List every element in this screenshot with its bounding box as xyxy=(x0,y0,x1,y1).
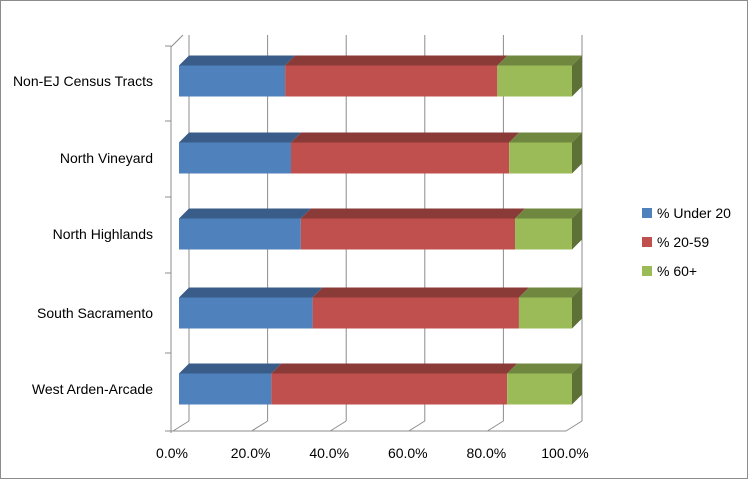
legend-label: % 60+ xyxy=(657,263,697,279)
bar-segment xyxy=(509,132,582,174)
bar-front-face xyxy=(179,218,301,250)
bar-top-face xyxy=(179,132,302,143)
bar-top-face xyxy=(291,132,520,143)
gridline-floor xyxy=(172,420,190,432)
bar-segment xyxy=(271,363,518,405)
bar-end-face xyxy=(572,55,582,97)
legend-swatch xyxy=(642,237,652,247)
bars xyxy=(179,55,582,405)
bar-segment xyxy=(179,55,296,97)
legend-label: % 20-59 xyxy=(657,234,709,250)
bar-segment xyxy=(179,208,311,250)
bar-end-face xyxy=(572,363,582,405)
gridline-floor xyxy=(487,420,504,432)
bar-segment xyxy=(312,287,529,329)
bar-segment xyxy=(179,363,282,405)
bar-front-face xyxy=(285,65,498,97)
legend-item: % Under 20 xyxy=(642,205,731,221)
bar-top-face xyxy=(271,363,518,374)
bar-top-face xyxy=(179,363,282,374)
legend-swatch xyxy=(642,208,652,218)
legend-swatch xyxy=(642,266,652,276)
bar-segment xyxy=(497,55,582,97)
bar-end-face xyxy=(572,132,582,174)
gridline-floor xyxy=(408,420,426,432)
bar-front-face xyxy=(300,218,516,250)
bar-front-face xyxy=(179,297,313,329)
bar-segment xyxy=(515,208,582,250)
bar-front-face xyxy=(179,373,272,405)
gridline-floor xyxy=(565,420,583,432)
x-tick-label: 80.0% xyxy=(467,445,507,461)
x-tick-label: 100.0% xyxy=(541,445,588,461)
bar-end-face xyxy=(572,287,582,329)
bar-segment xyxy=(518,287,582,329)
category-label: North Vineyard xyxy=(60,150,153,166)
bar-front-face xyxy=(518,297,572,329)
bar-front-face xyxy=(497,65,572,97)
bar-front-face xyxy=(179,142,292,174)
x-tick-label: 40.0% xyxy=(309,445,349,461)
legend-item: % 60+ xyxy=(642,263,697,279)
bar-top-face xyxy=(300,208,526,219)
bar-top-face xyxy=(509,132,582,143)
legend: % Under 20 % 20-59 % 60+ xyxy=(642,205,731,279)
x-tick-labels: 0.0% 20.0% 40.0% 60.0% 80.0% 100.0% xyxy=(156,445,589,461)
gridline-floor xyxy=(251,420,268,432)
category-labels: Non-EJ Census Tracts North Vineyard North … xyxy=(13,73,153,397)
bar-end-face xyxy=(572,208,582,250)
side-wall-edge xyxy=(170,34,184,433)
bar-front-face xyxy=(509,142,572,174)
category-label: South Sacramento xyxy=(37,305,153,321)
x-tick-label: 0.0% xyxy=(156,445,188,461)
x-tick-label: 60.0% xyxy=(388,445,428,461)
bar-top-face xyxy=(515,208,582,219)
bar-front-face xyxy=(507,373,572,405)
bar-front-face xyxy=(179,65,286,97)
bar-segment xyxy=(179,287,323,329)
bar-front-face xyxy=(291,142,510,174)
bar-segment xyxy=(507,363,582,405)
category-label: North Highlands xyxy=(53,226,153,242)
bar-top-face xyxy=(285,55,508,66)
bar-front-face xyxy=(271,373,508,405)
bar-segment xyxy=(285,55,508,97)
category-label: West Arden-Arcade xyxy=(32,381,153,397)
bar-front-face xyxy=(312,297,519,329)
x-tick-label: 20.0% xyxy=(231,445,271,461)
bar-top-face xyxy=(518,287,582,298)
bar-segment xyxy=(300,208,526,250)
bar-segment xyxy=(179,132,302,174)
bar-segment xyxy=(291,132,520,174)
legend-item: % 20-59 xyxy=(642,234,709,250)
chart-walls xyxy=(170,34,184,433)
bar-top-face xyxy=(179,55,296,66)
axis-lines xyxy=(165,45,566,432)
bar-top-face xyxy=(507,363,582,374)
bar-top-face xyxy=(497,55,582,66)
gridline-floor xyxy=(329,420,347,432)
category-label: Non-EJ Census Tracts xyxy=(13,73,153,89)
bar-top-face xyxy=(312,287,529,298)
bar-top-face xyxy=(179,208,311,219)
bar-front-face xyxy=(515,218,572,250)
legend-label: % Under 20 xyxy=(657,205,731,221)
bar-top-face xyxy=(179,287,323,298)
